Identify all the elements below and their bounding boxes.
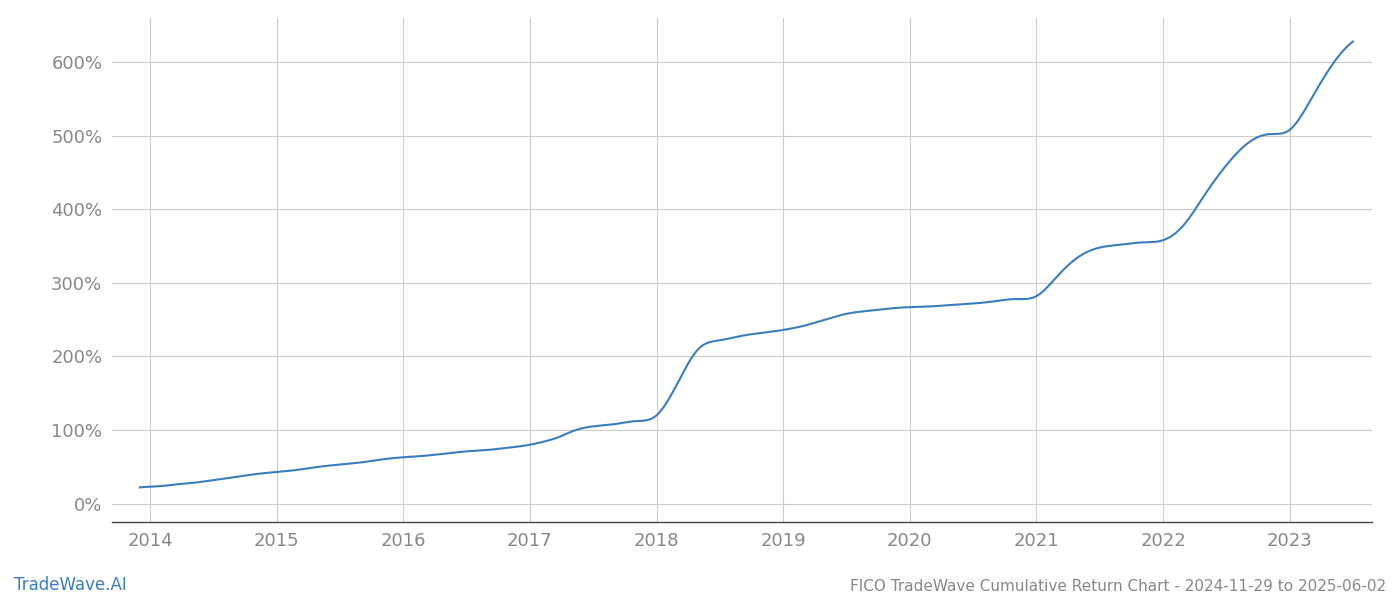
- Text: FICO TradeWave Cumulative Return Chart - 2024-11-29 to 2025-06-02: FICO TradeWave Cumulative Return Chart -…: [850, 579, 1386, 594]
- Text: TradeWave.AI: TradeWave.AI: [14, 576, 127, 594]
